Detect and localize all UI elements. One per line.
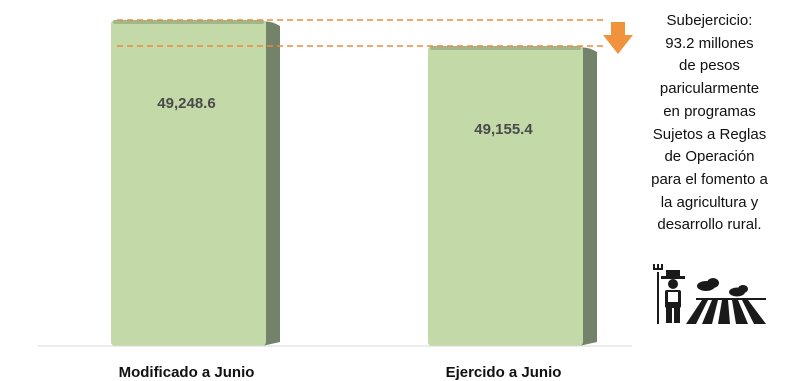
bar xyxy=(111,20,266,346)
farmer-field-icon xyxy=(653,264,766,324)
category-label: Modificado a Junio xyxy=(119,364,255,381)
bar-top xyxy=(430,46,581,50)
data-label: 49,248.6 xyxy=(157,95,215,112)
bar-top xyxy=(113,20,264,24)
note-line: para el fomento a xyxy=(651,170,768,188)
data-label: 49,155.4 xyxy=(474,121,533,138)
note-line: desarrollo rural. xyxy=(657,216,762,234)
bar xyxy=(428,46,583,346)
note-line: paricularmente xyxy=(659,80,760,98)
note-line: la agricultura y xyxy=(660,193,759,211)
note-line: Subejercicio: xyxy=(666,12,753,29)
note-line: Sujetos a Reglas xyxy=(652,125,767,143)
category-label: Ejercido a Junio xyxy=(446,364,562,381)
underspend-note: Subejercicio: 93.2 millones de pesos par… xyxy=(632,10,787,237)
down-arrow-icon xyxy=(603,22,633,54)
note-line: 93.2 millones xyxy=(665,34,754,52)
bar-side xyxy=(262,21,280,346)
note-line: en programas xyxy=(663,102,756,120)
bar-side xyxy=(579,47,597,346)
note-line: de pesos xyxy=(679,57,740,75)
note-line: de Operación xyxy=(664,148,755,166)
